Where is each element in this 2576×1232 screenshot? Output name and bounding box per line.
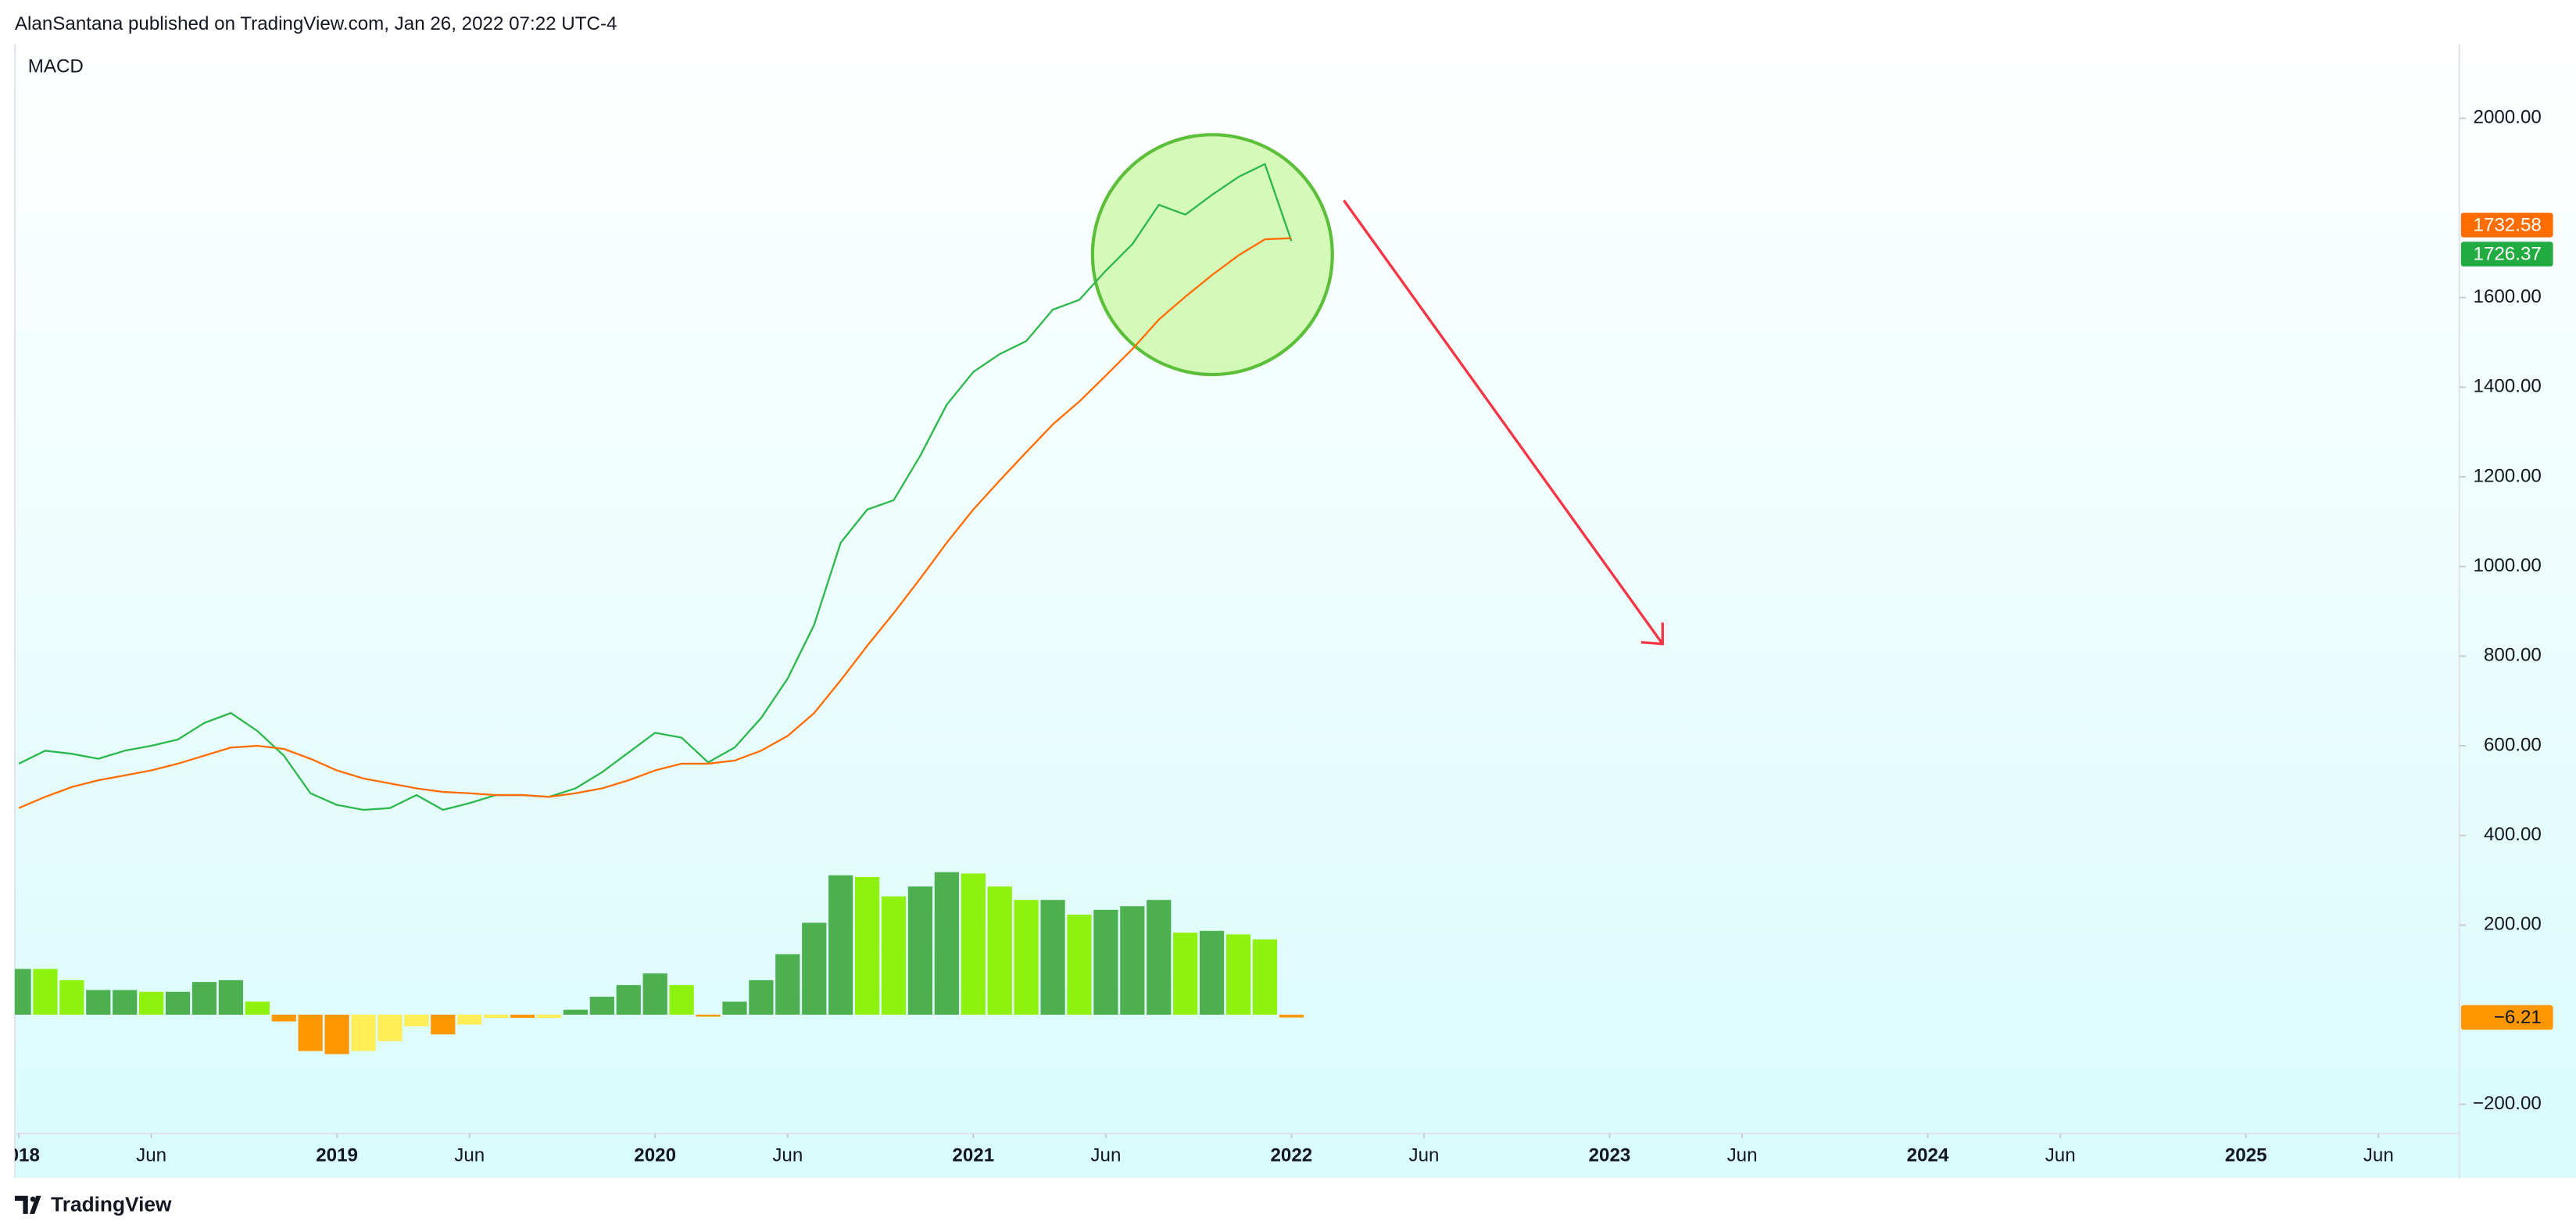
last-value-labels: 1726.37 1732.58 −6.21 <box>2460 213 2553 1030</box>
x-tick-label: Jun <box>136 1145 166 1166</box>
arrow-head <box>1640 622 1664 646</box>
price-axis: 2000.00 1600.00 1400.00 1200.00 1000.00 800.0… <box>2459 107 2542 1114</box>
indicator-title: MACD <box>28 56 84 77</box>
histogram-bar <box>616 985 641 1015</box>
histogram-bar <box>642 973 667 1015</box>
histogram-bar <box>1173 933 1198 1015</box>
last-value-box <box>2460 242 2553 267</box>
last-value-label: −6.21 <box>2494 1007 2542 1028</box>
x-tick-label: Jun <box>1090 1145 1121 1166</box>
x-tick-label: Jun <box>1727 1145 1758 1166</box>
histogram-bar <box>669 985 694 1015</box>
x-tick-label: 2025 <box>2225 1145 2267 1166</box>
histogram-bar <box>218 980 244 1015</box>
histogram-bar <box>298 1014 323 1051</box>
histogram-bar <box>907 886 933 1015</box>
y-tick-label: 600.00 <box>2484 734 2542 755</box>
trend-arrow <box>1343 199 1664 646</box>
histogram-bar <box>165 991 191 1015</box>
line-layer <box>18 163 1293 811</box>
histogram-bar <box>961 873 986 1015</box>
y-tick-label: 2000.00 <box>2474 107 2542 128</box>
last-value-label: 1732.58 <box>2474 214 2542 235</box>
indicator-line <box>18 237 1292 809</box>
publish-info: AlanSantana published on TradingView.com… <box>15 13 617 34</box>
x-tick-label: 2019 <box>316 1145 358 1166</box>
histogram-bar <box>1225 934 1251 1015</box>
histogram-bar <box>351 1014 376 1051</box>
histogram-bar <box>1120 906 1145 1015</box>
last-value-box <box>2460 1005 2553 1030</box>
histogram-bar <box>1279 1014 1304 1018</box>
histogram-bar <box>484 1014 509 1019</box>
histogram-bar <box>1147 900 1172 1015</box>
x-tick-label: 2020 <box>634 1145 676 1166</box>
x-tick-label: 2024 <box>1907 1145 1949 1166</box>
histogram-bar <box>1014 900 1039 1015</box>
logo-dot <box>30 1196 36 1202</box>
x-tick-label: Jun <box>2363 1145 2394 1166</box>
histogram-bar <box>1067 915 1092 1015</box>
histogram-bar <box>536 1014 562 1019</box>
histogram-layer <box>14 872 1304 1055</box>
histogram-bar <box>696 1014 721 1017</box>
footer-brand: TradingView <box>51 1192 172 1216</box>
histogram-bar <box>828 875 853 1015</box>
histogram-bar <box>139 991 164 1015</box>
histogram-bar <box>86 990 111 1015</box>
histogram-bar <box>1040 900 1065 1015</box>
y-tick-label: 200.00 <box>2484 914 2542 935</box>
histogram-bar <box>775 954 800 1015</box>
x-tick-label: 2018 <box>0 1145 40 1166</box>
histogram-bar <box>33 969 58 1015</box>
time-axis: 2018 Jun 2019 Jun 2020 Jun 2021 Jun 2022 Jun 2023 J… <box>0 1133 2394 1166</box>
histogram-bar <box>881 896 907 1015</box>
x-tick-label: 2021 <box>952 1145 994 1166</box>
histogram-bar <box>934 872 959 1015</box>
histogram-bar <box>854 876 880 1015</box>
y-tick-label: −200.00 <box>2473 1093 2542 1114</box>
histogram-bar <box>589 997 614 1015</box>
last-value-label: 1726.37 <box>2474 243 2542 264</box>
x-tick-label: 2022 <box>1271 1145 1313 1166</box>
histogram-bar <box>431 1014 456 1035</box>
histogram-bar <box>59 980 84 1015</box>
histogram-bar <box>324 1014 349 1055</box>
histogram-bar <box>722 1001 747 1015</box>
histogram-bar <box>271 1014 296 1022</box>
y-tick-label: 800.00 <box>2484 645 2542 666</box>
histogram-bar <box>191 982 217 1015</box>
y-tick-label: 1000.00 <box>2474 555 2542 576</box>
last-value-box <box>2460 213 2553 238</box>
histogram-bar <box>1252 939 1278 1015</box>
histogram-bar <box>404 1014 429 1026</box>
histogram-bar <box>14 969 31 1015</box>
x-tick-label: Jun <box>454 1145 485 1166</box>
histogram-bar <box>749 980 774 1015</box>
footer-logo: TradingView <box>14 1192 172 1216</box>
histogram-bar <box>563 1009 589 1015</box>
y-tick-label: 1200.00 <box>2474 465 2542 486</box>
x-tick-label: Jun <box>1409 1145 1440 1166</box>
x-tick-label: Jun <box>772 1145 803 1166</box>
histogram-bar <box>457 1014 482 1025</box>
highlight-circle <box>1090 133 1334 377</box>
histogram-bar <box>113 990 138 1015</box>
histogram-bar <box>510 1014 535 1019</box>
x-tick-label: Jun <box>2045 1145 2076 1166</box>
histogram-bar <box>987 886 1012 1015</box>
histogram-bar <box>1093 909 1118 1015</box>
arrow-shaft <box>1343 199 1664 645</box>
histogram-bar <box>802 922 827 1015</box>
histogram-bar <box>377 1014 402 1041</box>
histogram-bar <box>1200 930 1225 1015</box>
indicator-line <box>18 163 1293 811</box>
x-tick-label: 2023 <box>1589 1145 1631 1166</box>
histogram-bar <box>245 1001 270 1015</box>
y-tick-label: 1600.00 <box>2474 286 2542 307</box>
y-tick-label: 1400.00 <box>2474 376 2542 397</box>
y-tick-label: 400.00 <box>2484 824 2542 845</box>
